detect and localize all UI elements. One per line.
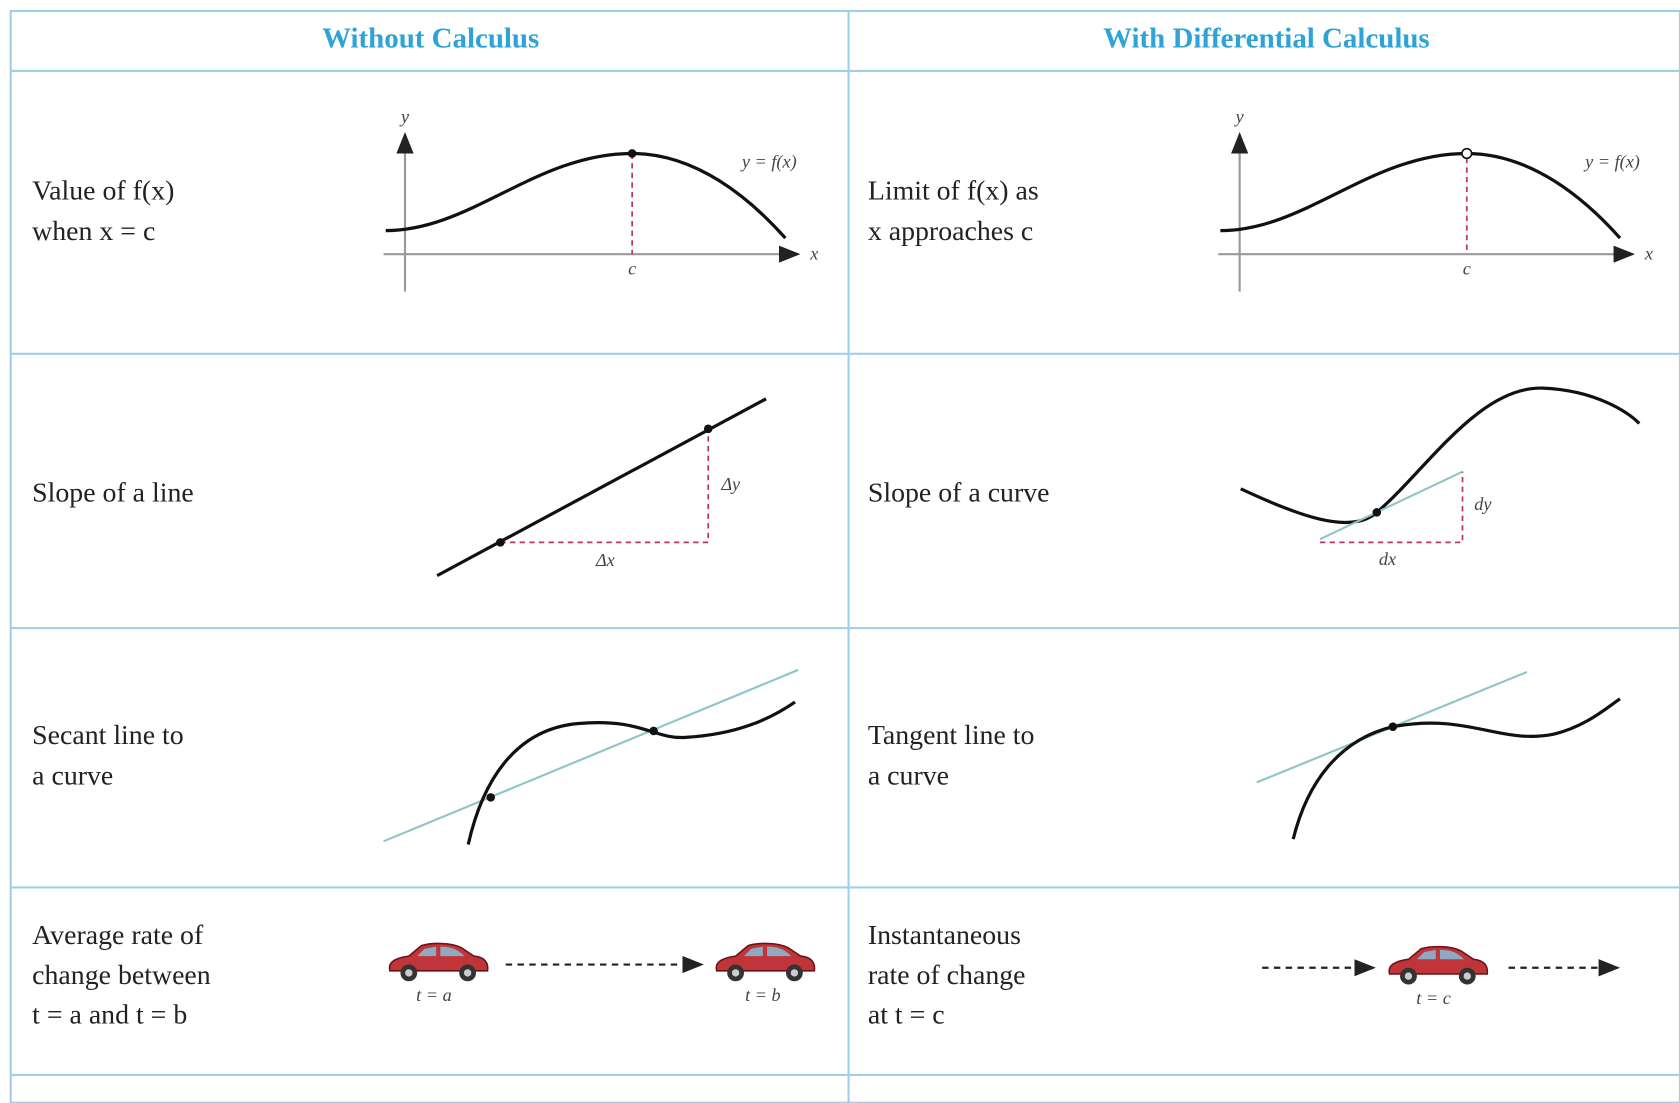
- delta-label: Δx: [595, 550, 615, 570]
- instant-rate-figure: t = c: [1262, 945, 1620, 1008]
- value-figure: y x c y = f(x): [383, 106, 818, 292]
- row-label: a curve: [32, 760, 113, 791]
- row-label: Slope of a line: [32, 478, 194, 509]
- row-label: x approaches c: [868, 216, 1033, 247]
- row-label: when x = c: [32, 216, 155, 247]
- axis-label: y: [399, 106, 410, 126]
- row-label: Slope of a curve: [868, 478, 1050, 509]
- differential-label: dx: [1379, 549, 1396, 569]
- curve-label: y = f(x): [1583, 151, 1640, 172]
- point-label: c: [1463, 258, 1471, 278]
- row-label: Tangent line to: [868, 720, 1035, 751]
- row-label: Secant line to: [32, 720, 184, 751]
- axis-label: x: [1644, 243, 1653, 263]
- secant-figure: [383, 668, 799, 845]
- time-label: t = c: [1416, 988, 1451, 1008]
- average-rate-figure: t = a t = b: [388, 942, 816, 1005]
- row-label: Average rate of: [32, 920, 204, 951]
- row-label: at t = c: [868, 999, 945, 1030]
- column-header: Without Calculus: [322, 23, 539, 55]
- axis-label: x: [809, 243, 818, 263]
- limit-figure: y x c y = f(x): [1218, 106, 1653, 292]
- row-label: Instantaneous: [868, 920, 1021, 951]
- table-border: [9, 9, 1680, 1103]
- delta-label: Δy: [720, 474, 741, 494]
- row-label: change between: [32, 960, 211, 991]
- row-label: a curve: [868, 760, 949, 791]
- time-label: t = b: [745, 985, 781, 1005]
- row-label: Value of f(x): [32, 175, 174, 206]
- tangent-figure: [1256, 671, 1621, 840]
- differential-label: dy: [1474, 494, 1492, 514]
- row-label: Limit of f(x) as: [868, 175, 1039, 206]
- row-label: t = a and t = b: [32, 999, 187, 1030]
- column-header: With Differential Calculus: [1103, 23, 1430, 55]
- row-label: rate of change: [868, 960, 1026, 991]
- axis-label: y: [1234, 106, 1245, 126]
- line-slope-figure: Δy Δx: [436, 397, 767, 578]
- curve-label: y = f(x): [740, 151, 797, 172]
- curve-slope-figure: dy dx: [1240, 386, 1641, 569]
- time-label: t = a: [416, 985, 452, 1005]
- point-label: c: [628, 258, 636, 278]
